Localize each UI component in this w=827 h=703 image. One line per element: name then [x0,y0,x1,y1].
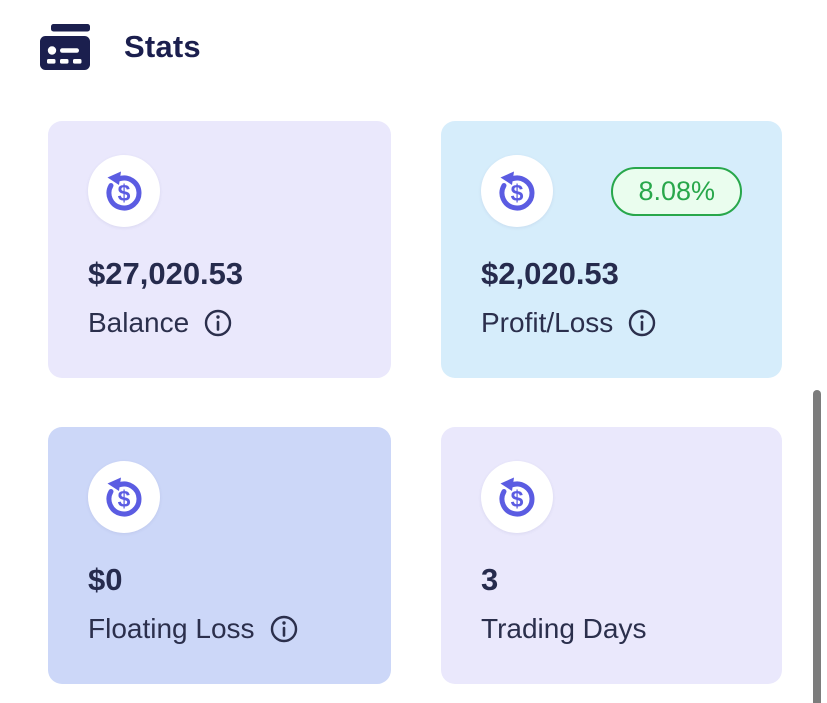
stat-icon-circle: $ [88,461,160,533]
profit-percentage-badge: 8.08% [611,166,742,216]
dollar-refresh-icon: $ [499,171,535,211]
dollar-refresh-icon: $ [106,171,142,211]
stat-card-floating-loss: $ $0 Floating Loss [48,427,391,684]
stat-icon-circle: $ [88,155,160,227]
scrollbar-thumb[interactable] [813,390,821,703]
stat-value: $27,020.53 [88,256,244,291]
stat-label: Floating Loss [88,613,255,644]
dollar-refresh-icon: $ [106,477,142,517]
stats-grid: $ $27,020.53 Balance [48,121,782,684]
stat-card-profit-loss: $ 8.08% $2,020.53 Profit/Loss [441,121,782,378]
stat-card-balance: $ $27,020.53 Balance [48,121,391,378]
info-icon[interactable] [628,309,656,337]
stat-label: Balance [88,307,190,338]
stats-card-icon [40,24,90,70]
stat-icon-circle: $ [481,461,553,533]
stat-card-trading-days: $ 3 Trading Days [441,427,782,684]
svg-text:$: $ [511,180,524,206]
svg-text:$: $ [118,486,131,512]
svg-text:$: $ [118,180,131,206]
info-icon[interactable] [204,309,232,337]
dollar-refresh-icon: $ [499,477,535,517]
stat-label: Trading Days [481,613,647,644]
stat-label: Profit/Loss [481,307,614,338]
svg-text:$: $ [511,486,524,512]
stat-value: $2,020.53 [481,256,619,291]
info-icon[interactable] [270,615,298,643]
stat-value: $0 [88,562,123,597]
page-title: Stats [124,29,201,64]
stat-value: 3 [481,562,499,597]
stats-header: Stats [0,0,827,70]
stat-icon-circle: $ [481,155,553,227]
